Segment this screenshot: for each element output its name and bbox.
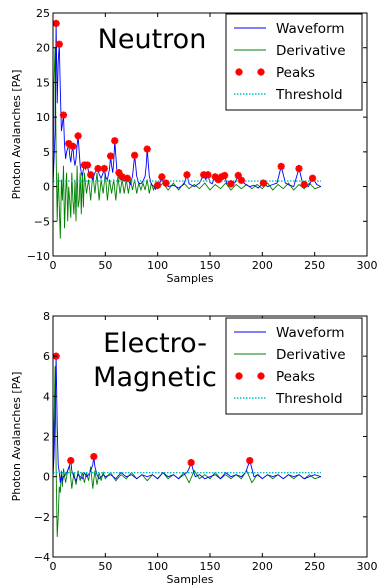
legend: Waveform Derivative Peaks Threshold — [225, 13, 363, 111]
annotation-text: Neutron — [98, 24, 207, 55]
peak-marker — [55, 40, 63, 48]
peak-marker — [154, 181, 162, 189]
legend-label-waveform: Waveform — [276, 325, 345, 341]
legend-box — [225, 13, 363, 111]
chart-panel-1: 0 50 100 150 200 250 300 −10 −5 0 5 10 15 20 25 Samples… — [10, 7, 377, 285]
y-tick-label: 0 — [43, 181, 50, 194]
peak-marker — [94, 164, 102, 173]
peak-marker — [158, 173, 166, 181]
peak-marker — [111, 137, 119, 145]
peak-marker — [187, 459, 195, 467]
legend-marker-peaks — [235, 372, 243, 380]
y-tick-label: 2 — [43, 431, 50, 444]
x-tick-label: 100 — [147, 560, 168, 573]
peak-marker — [87, 171, 95, 179]
plot-area — [53, 352, 322, 537]
x-tick-label: 250 — [304, 259, 325, 272]
legend-label-waveform: Waveform — [276, 21, 345, 37]
peak-marker — [221, 171, 229, 180]
y-tick-label: −10 — [27, 250, 50, 263]
peak-marker — [259, 179, 267, 187]
peak-marker — [59, 111, 68, 119]
peak-marker — [83, 161, 92, 169]
x-tick-label: 50 — [98, 259, 112, 272]
peak-marker — [100, 164, 108, 173]
x-tick-label: 150 — [200, 560, 221, 573]
x-tick-label: 300 — [357, 560, 377, 573]
legend-marker-peaks — [235, 68, 243, 76]
peak-marker — [162, 179, 170, 187]
x-tick-label: 150 — [200, 259, 221, 272]
annotation-text: Electro- — [103, 328, 207, 359]
peak-marker — [183, 171, 191, 179]
legend-label-peaks: Peaks — [276, 369, 315, 385]
x-axis-label: Samples — [167, 272, 214, 285]
y-tick-label: 6 — [43, 350, 50, 363]
x-tick-label: 50 — [98, 560, 112, 573]
peak-marker — [69, 142, 77, 150]
peak-marker — [143, 145, 151, 153]
peak-marker — [74, 132, 82, 140]
peak-marker — [300, 180, 308, 189]
y-tick-label: 10 — [36, 111, 50, 124]
y-tick-label: −2 — [34, 511, 50, 524]
legend-label-threshold: Threshold — [275, 87, 343, 103]
legend-label-peaks: Peaks — [276, 65, 315, 81]
legend-marker-peaks — [257, 68, 265, 76]
x-tick-label: 300 — [357, 259, 377, 272]
peak-marker — [90, 452, 98, 461]
y-tick-label: 4 — [43, 390, 50, 403]
peak-marker — [131, 151, 139, 159]
peak-marker — [227, 180, 235, 188]
y-axis-label: Photon Avalanches [PA] — [10, 372, 23, 502]
legend-label-derivative: Derivative — [276, 43, 346, 59]
y-tick-label: 25 — [36, 7, 50, 20]
peak-marker — [123, 174, 131, 182]
y-tick-label: 0 — [43, 471, 50, 484]
peak-marker — [246, 457, 254, 465]
peak-marker — [308, 174, 317, 182]
y-tick-label: 15 — [36, 76, 50, 89]
y-tick-label: 8 — [43, 310, 50, 323]
peak-marker — [295, 164, 303, 173]
y-tick-label: 5 — [43, 146, 50, 159]
legend-label-threshold: Threshold — [275, 391, 343, 407]
x-axis-label: Samples — [167, 573, 214, 586]
derivative-line — [53, 366, 322, 537]
x-tick-label: 100 — [147, 259, 168, 272]
legend-marker-peaks — [257, 372, 265, 380]
peak-marker — [106, 152, 115, 160]
peak-marker — [67, 457, 75, 465]
plot-area — [53, 19, 322, 239]
x-tick-label: 200 — [252, 259, 273, 272]
y-tick-label: −5 — [34, 215, 50, 228]
peak-marker — [277, 162, 285, 171]
x-tick-label: 200 — [252, 560, 273, 573]
legend: Waveform Derivative Peaks Threshold — [225, 317, 363, 415]
chart-panel-2: 0 50 100 150 200 250 300 −4 −2 0 2 4 6 8 Samples Photon… — [10, 310, 377, 586]
legend-label-derivative: Derivative — [276, 347, 346, 363]
x-tick-label: 0 — [50, 259, 57, 272]
annotation-text: Magnetic — [93, 362, 217, 393]
peak-marker — [234, 171, 242, 180]
x-tick-label: 250 — [304, 560, 325, 573]
peak-marker — [237, 176, 245, 184]
legend-box — [225, 317, 363, 415]
peak-marker — [204, 171, 212, 179]
y-axis-label: Photon Avalanches [PA] — [10, 70, 23, 200]
x-tick-label: 0 — [50, 560, 57, 573]
peak-marker — [53, 19, 60, 28]
y-tick-label: −4 — [34, 551, 50, 564]
y-tick-label: 20 — [36, 42, 50, 55]
